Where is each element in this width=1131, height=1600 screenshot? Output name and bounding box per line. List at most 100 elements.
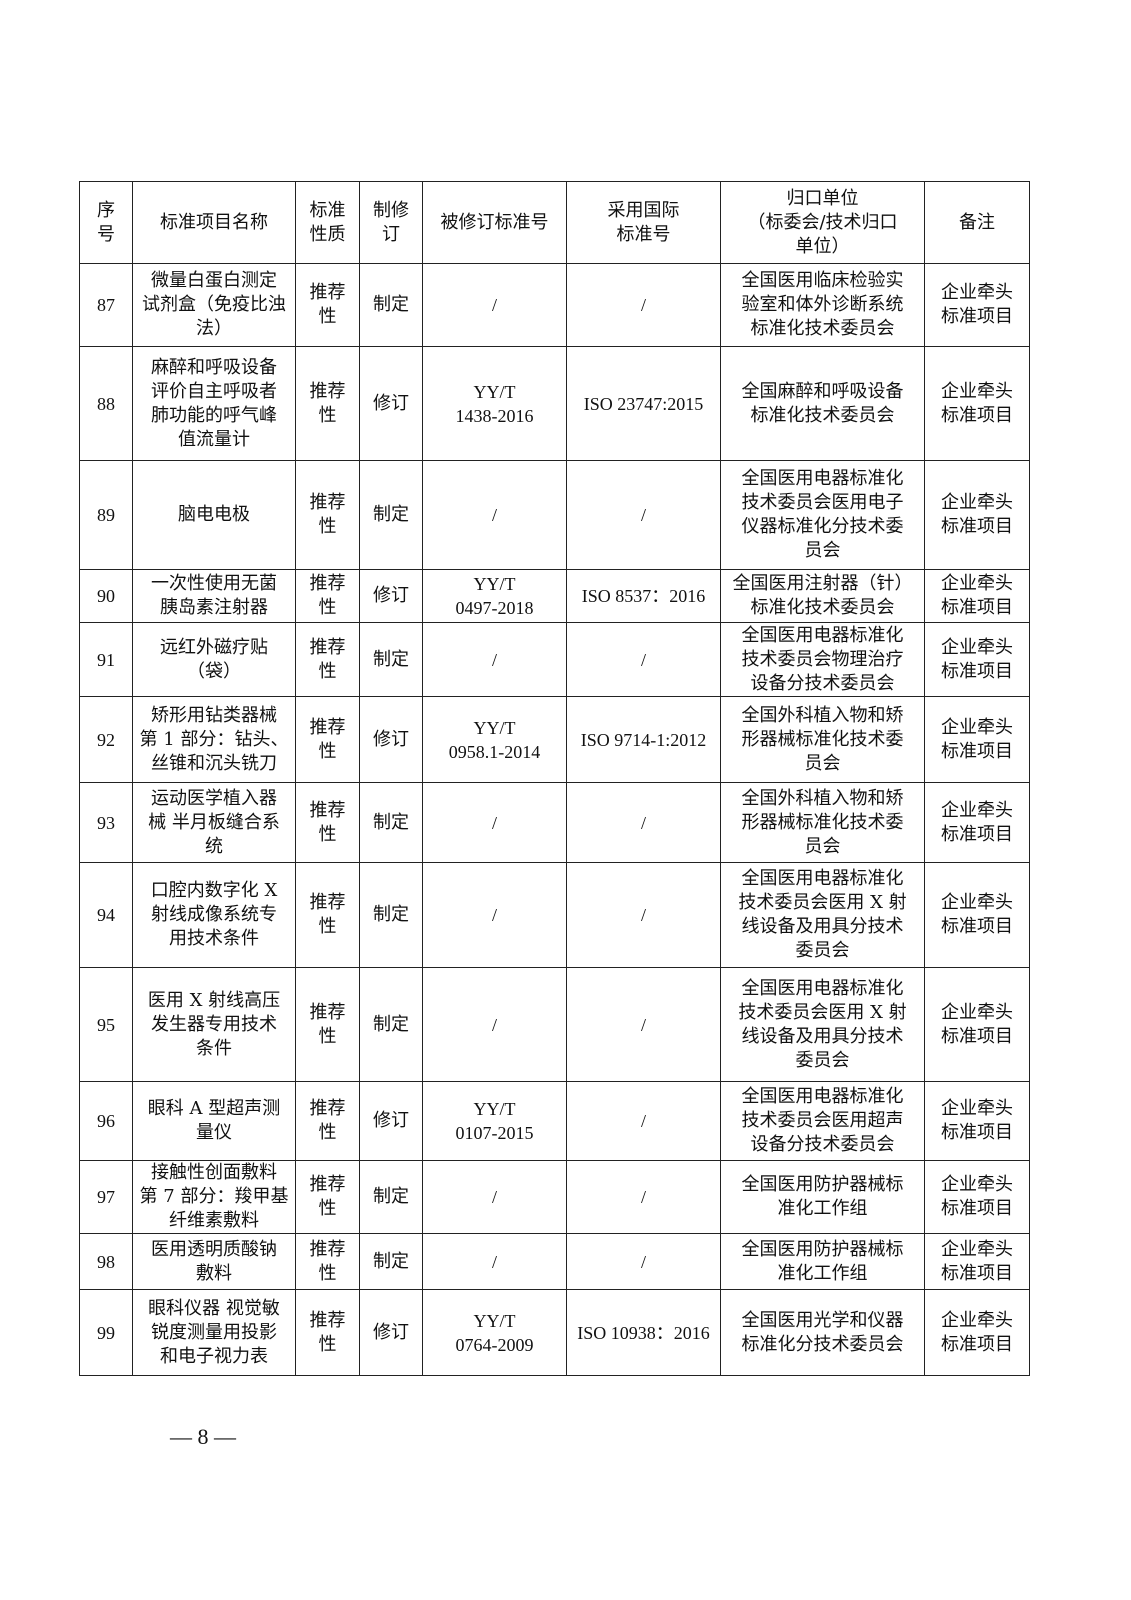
cell-nature: 推荐 性 <box>295 696 360 783</box>
cell-note: 企业牵头 标准项目 <box>924 696 1030 783</box>
cell-intl: / <box>566 967 721 1082</box>
cell-revised: YY/T 0497-2018 <box>422 569 567 623</box>
cell-name: 医用透明质酸钠 敷料 <box>132 1233 296 1290</box>
cell-revised: / <box>422 967 567 1082</box>
cell-name: 麻醉和呼吸设备 评价自主呼吸者 肺功能的呼气峰 值流量计 <box>132 346 296 461</box>
cell-unit: 全国外科植入物和矫 形器械标准化技术委 员会 <box>720 696 925 783</box>
cell-type: 制定 <box>359 862 423 968</box>
cell-note: 企业牵头 标准项目 <box>924 1081 1030 1161</box>
cell-type: 制定 <box>359 1160 423 1234</box>
cell-revised: / <box>422 460 567 570</box>
cell-note: 企业牵头 标准项目 <box>924 346 1030 461</box>
cell-no: 93 <box>79 782 133 863</box>
table-row: 89 脑电电极 推荐 性制定 / / 全国医用电器标准化 技术委员会医用电子 仪器标准化分… <box>79 460 1030 570</box>
cell-no: 88 <box>79 346 133 461</box>
cell-no: 92 <box>79 696 133 783</box>
standards-table: 序 号 标准项目名称 标准 性质 制修 订 被修订标准号 采用国际 标准号 归口… <box>79 181 1030 1376</box>
cell-nature: 推荐 性 <box>295 1289 360 1376</box>
table-row: 99 眼科仪器 视觉敏 锐度测量用投影 和电子视力表 推荐 性修订 YY/T 0764… <box>79 1289 1030 1376</box>
cell-unit: 全国医用电器标准化 技术委员会医用 X 射 线设备及用具分技术 委员会 <box>720 967 925 1082</box>
header-revised: 被修订标准号 <box>422 181 567 264</box>
cell-name: 微量白蛋白测定 试剂盒（免疫比浊 法） <box>132 263 296 347</box>
cell-unit: 全国麻醉和呼吸设备 标准化技术委员会 <box>720 346 925 461</box>
cell-no: 91 <box>79 622 133 697</box>
cell-name: 脑电电极 <box>132 460 296 570</box>
cell-type: 修订 <box>359 569 423 623</box>
cell-type: 制定 <box>359 1233 423 1290</box>
cell-intl: ISO 23747:2015 <box>566 346 721 461</box>
table-row: 90 一次性使用无菌 胰岛素注射器 推荐 性修订 YY/T 0497-2018 ISO … <box>79 569 1030 623</box>
table-row: 88 麻醉和呼吸设备 评价自主呼吸者 肺功能的呼气峰 值流量计 推荐 性修订 YY/T… <box>79 346 1030 461</box>
cell-intl: / <box>566 263 721 347</box>
cell-nature: 推荐 性 <box>295 862 360 968</box>
cell-revised: / <box>422 1233 567 1290</box>
cell-name: 医用 X 射线高压 发生器专用技术 条件 <box>132 967 296 1082</box>
cell-revised: / <box>422 1160 567 1234</box>
cell-no: 98 <box>79 1233 133 1290</box>
cell-nature: 推荐 性 <box>295 967 360 1082</box>
cell-revised: YY/T 0107-2015 <box>422 1081 567 1161</box>
cell-type: 制定 <box>359 622 423 697</box>
cell-intl: / <box>566 1233 721 1290</box>
cell-type: 修订 <box>359 1081 423 1161</box>
cell-no: 90 <box>79 569 133 623</box>
cell-nature: 推荐 性 <box>295 782 360 863</box>
cell-no: 97 <box>79 1160 133 1234</box>
cell-note: 企业牵头 标准项目 <box>924 862 1030 968</box>
cell-unit: 全国医用防护器械标 准化工作组 <box>720 1160 925 1234</box>
table-row: 98 医用透明质酸钠 敷料 推荐 性制定 / / 全国医用防护器械标 准化工作组 企业牵头 … <box>79 1233 1030 1290</box>
cell-name: 眼科 A 型超声测 量仪 <box>132 1081 296 1161</box>
cell-type: 制定 <box>359 967 423 1082</box>
table-row: 95 医用 X 射线高压 发生器专用技术 条件 推荐 性制定 / / 全国医用电器标准化 … <box>79 967 1030 1082</box>
cell-name: 眼科仪器 视觉敏 锐度测量用投影 和电子视力表 <box>132 1289 296 1376</box>
table-row: 97 接触性创面敷料 第 7 部分：羧甲基 纤维素敷料 推荐 性制定 / / 全国医用防护… <box>79 1160 1030 1234</box>
cell-revised: YY/T 1438-2016 <box>422 346 567 461</box>
cell-type: 制定 <box>359 263 423 347</box>
cell-note: 企业牵头 标准项目 <box>924 1233 1030 1290</box>
cell-revised: / <box>422 862 567 968</box>
cell-type: 修订 <box>359 346 423 461</box>
cell-intl: ISO 8537：2016 <box>566 569 721 623</box>
cell-name: 一次性使用无菌 胰岛素注射器 <box>132 569 296 623</box>
header-unit: 归口单位 （标委会/技术归口 单位） <box>720 181 925 264</box>
cell-nature: 推荐 性 <box>295 1233 360 1290</box>
cell-name: 运动医学植入器 械 半月板缝合系 统 <box>132 782 296 863</box>
cell-unit: 全国医用电器标准化 技术委员会医用超声 设备分技术委员会 <box>720 1081 925 1161</box>
cell-name: 远红外磁疗贴 （袋） <box>132 622 296 697</box>
cell-note: 企业牵头 标准项目 <box>924 967 1030 1082</box>
cell-nature: 推荐 性 <box>295 346 360 461</box>
table-row: 87 微量白蛋白测定 试剂盒（免疫比浊 法） 推荐 性制定 / / 全国医用临床检验实 验… <box>79 263 1030 347</box>
page-number: — 8 — <box>170 1424 236 1449</box>
cell-note: 企业牵头 标准项目 <box>924 622 1030 697</box>
cell-revised: YY/T 0958.1-2014 <box>422 696 567 783</box>
cell-note: 企业牵头 标准项目 <box>924 460 1030 570</box>
cell-type: 制定 <box>359 460 423 570</box>
cell-revised: / <box>422 782 567 863</box>
header-nature: 标准 性质 <box>295 181 360 264</box>
cell-unit: 全国医用注射器（针） 标准化技术委员会 <box>720 569 925 623</box>
cell-unit: 全国医用临床检验实 验室和体外诊断系统 标准化技术委员会 <box>720 263 925 347</box>
cell-intl: / <box>566 862 721 968</box>
cell-name: 口腔内数字化 X 射线成像系统专 用技术条件 <box>132 862 296 968</box>
cell-note: 企业牵头 标准项目 <box>924 782 1030 863</box>
table-row: 91 远红外磁疗贴 （袋） 推荐 性制定 / / 全国医用电器标准化 技术委员会物理治疗 … <box>79 622 1030 697</box>
cell-no: 89 <box>79 460 133 570</box>
cell-nature: 推荐 性 <box>295 1081 360 1161</box>
header-name: 标准项目名称 <box>132 181 296 264</box>
header-no: 序 号 <box>79 181 133 264</box>
cell-note: 企业牵头 标准项目 <box>924 1160 1030 1234</box>
cell-nature: 推荐 性 <box>295 622 360 697</box>
cell-no: 87 <box>79 263 133 347</box>
cell-name: 矫形用钻类器械 第 1 部分：钻头、 丝锥和沉头铣刀 <box>132 696 296 783</box>
table-row: 93 运动医学植入器 械 半月板缝合系 统推荐 性制定 / / 全国外科植入物和矫 形器… <box>79 782 1030 863</box>
table-row: 92 矫形用钻类器械 第 1 部分：钻头、 丝锥和沉头铣刀 推荐 性修订 YY/T 0… <box>79 696 1030 783</box>
cell-unit: 全国医用防护器械标 准化工作组 <box>720 1233 925 1290</box>
cell-no: 94 <box>79 862 133 968</box>
cell-intl: ISO 9714-1:2012 <box>566 696 721 783</box>
cell-type: 修订 <box>359 1289 423 1376</box>
cell-no: 99 <box>79 1289 133 1376</box>
cell-unit: 全国医用电器标准化 技术委员会医用电子 仪器标准化分技术委 员会 <box>720 460 925 570</box>
cell-unit: 全国医用光学和仪器 标准化分技术委员会 <box>720 1289 925 1376</box>
table-row: 94 口腔内数字化 X 射线成像系统专 用技术条件 推荐 性制定 / / 全国医用电器标准… <box>79 862 1030 968</box>
cell-type: 制定 <box>359 782 423 863</box>
